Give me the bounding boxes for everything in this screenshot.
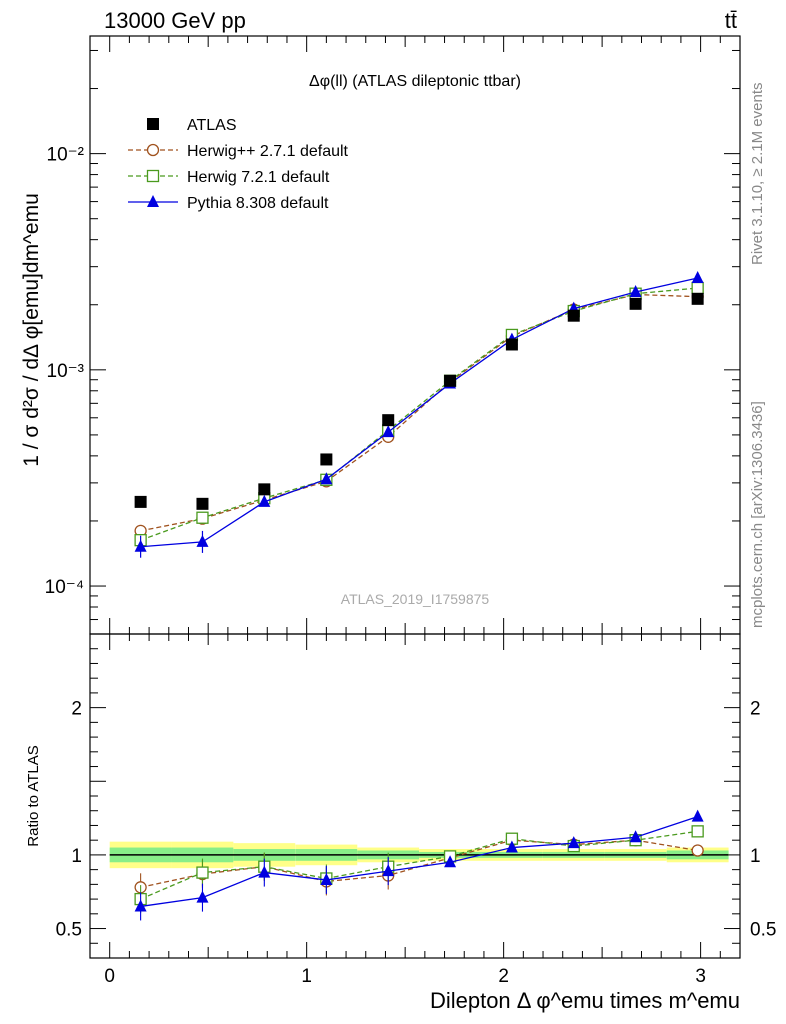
pythia-8-308-default-ratio-point bbox=[691, 809, 704, 822]
legend-label-herwig-7-2-1-default: Herwig 7.2.1 default bbox=[187, 169, 330, 186]
main-y-tick-label: 10⁻³ bbox=[47, 361, 85, 382]
ratio-panel: 0.5 0.5 1 1 2 2 0 1 2 3 Ratio to ATLAS Dilepton Δ… bbox=[25, 633, 776, 1013]
pythia-8-308-default-point bbox=[629, 285, 642, 298]
process-label: tt̄ bbox=[725, 8, 737, 33]
legend-marker-herwig-7-2-1-default bbox=[146, 169, 160, 183]
pythia-8-308-default-ratio-point bbox=[444, 855, 457, 868]
main-title: Δφ(ll) (ATLAS dileptonic ttbar) bbox=[309, 73, 521, 90]
herwig-7-2-1-default-ratio-point bbox=[691, 825, 704, 838]
rivet-label: Rivet 3.1.10, ≥ 2.1M events bbox=[749, 83, 766, 266]
atlas-point bbox=[505, 338, 518, 351]
ratio-y-tick-label-right: 1 bbox=[750, 846, 761, 867]
legend-label-herwig-2-7-1-default: Herwig++ 2.7.1 default bbox=[187, 143, 349, 160]
x-axis-label: Dilepton Δ φ^emu times m^emu bbox=[430, 988, 740, 1013]
herwig-7-2-1-default-point bbox=[196, 511, 209, 524]
mcplots-label: mcplots.cern.ch [arXiv:1306.3436] bbox=[749, 401, 766, 628]
herwig-2-7-1-default-ratio-point bbox=[691, 844, 704, 857]
pythia-8-308-default-ratio-point bbox=[196, 890, 209, 903]
watermark: ATLAS_2019_I1759875 bbox=[341, 591, 490, 607]
pythia-8-308-default-ratio-point bbox=[567, 836, 580, 849]
legend-marker-pythia-8-308-default bbox=[147, 195, 159, 207]
pythia-8-308-default-ratio-point bbox=[629, 830, 642, 843]
pythia-8-308-default-point bbox=[382, 425, 395, 438]
atlas-point bbox=[320, 453, 333, 466]
pythia-8-308-default-ratio-point bbox=[505, 840, 518, 853]
atlas-point bbox=[629, 297, 642, 310]
legend: ATLAS Herwig++ 2.7.1 default Herwig 7.2.1 … bbox=[128, 117, 349, 212]
main-y-tick-label: 10⁻² bbox=[47, 145, 85, 166]
atlas-point bbox=[567, 309, 580, 322]
energy-label: 13000 GeV pp bbox=[104, 8, 246, 33]
ratio-frame bbox=[89, 633, 741, 959]
x-tick-label: 0 bbox=[104, 966, 115, 987]
pythia-8-308-default-ratio-point bbox=[320, 872, 333, 885]
atlas-point bbox=[444, 374, 457, 387]
main-y-tick-label: 10⁻⁴ bbox=[45, 577, 84, 598]
pythia-8-308-default-point bbox=[134, 539, 147, 552]
pythia-8-308-default-point bbox=[691, 270, 704, 283]
herwig-7-2-1-default-point bbox=[691, 281, 704, 295]
ratio-y-label: Ratio to ATLAS bbox=[25, 745, 42, 846]
ratio-y-tick-label-right: 0.5 bbox=[750, 920, 776, 941]
pythia-8-308-default-ratio-point bbox=[382, 864, 395, 877]
pythia-8-308-default-ratio-line bbox=[140, 816, 698, 908]
ratio-axis-ticks: 0.5 0.5 1 1 2 2 0 1 2 3 bbox=[56, 633, 776, 987]
herwig-7-2-1-default-ratio-point bbox=[196, 866, 209, 879]
pythia-8-308-default-line bbox=[140, 277, 698, 548]
atlas-point bbox=[134, 495, 147, 508]
atlas-point bbox=[258, 483, 271, 496]
pythia-8-308-default-point bbox=[258, 494, 271, 507]
legend-marker-herwig-2-7-1-default bbox=[146, 143, 160, 157]
x-tick-label: 3 bbox=[695, 966, 706, 987]
pythia-8-308-default-point bbox=[196, 534, 209, 547]
legend-label-pythia-8-308-default: Pythia 8.308 default bbox=[187, 195, 329, 212]
main-y-label: 1 / σ d²σ / dΔ φ[emu]dm^emu bbox=[20, 193, 43, 467]
ratio-y-tick-label: 0.5 bbox=[56, 920, 82, 941]
herwig-2-7-1-default-line bbox=[140, 293, 698, 532]
pythia-8-308-default-point bbox=[320, 472, 333, 485]
pythia-8-308-default-ratio-point bbox=[134, 899, 147, 912]
atlas-point bbox=[196, 497, 209, 510]
main-data-marks bbox=[134, 270, 704, 558]
atlas-point bbox=[382, 414, 395, 427]
herwig-7-2-1-default-ratio-line bbox=[140, 830, 698, 900]
x-tick-label: 2 bbox=[498, 966, 509, 987]
herwig-7-2-1-default-line bbox=[140, 287, 698, 541]
ratio-y-tick-label-right: 2 bbox=[750, 699, 761, 720]
atlas-point bbox=[691, 292, 704, 305]
pythia-8-308-default-ratio-point bbox=[258, 865, 271, 878]
legend-marker-atlas bbox=[147, 118, 159, 130]
main-panel: 10⁻⁴ 10⁻³ 10⁻² Δφ(ll) (ATLAS dileptonic tt… bbox=[20, 35, 741, 635]
legend-label-atlas: ATLAS bbox=[187, 117, 237, 134]
ratio-y-tick-label: 2 bbox=[71, 699, 82, 720]
ratio-y-tick-label: 1 bbox=[71, 846, 82, 867]
ratio-data-marks bbox=[134, 809, 704, 921]
x-tick-label: 1 bbox=[301, 966, 312, 987]
